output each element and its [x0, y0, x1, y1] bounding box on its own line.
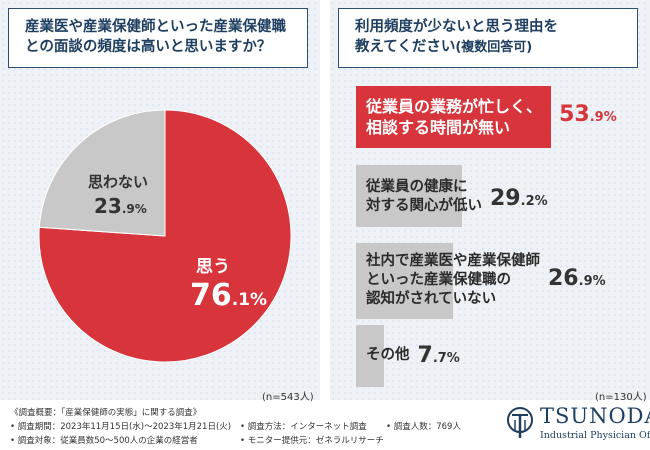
bar-question-note: (複数回答可)	[455, 40, 533, 55]
bar-question-box: 利用頻度が少ないと思う理由を 教えてください(複数回答可)	[338, 8, 638, 68]
bar-value-decimal: .2%	[520, 194, 548, 209]
pie-chart	[38, 109, 292, 363]
bar-value-decimal: .9%	[589, 110, 617, 125]
pie-value-agree: 76.1%	[190, 278, 267, 313]
bar-value-not-recognized: 26.9%	[548, 266, 606, 291]
pie-slice-agree	[38, 109, 292, 363]
bar-label-line: 相談する時間が無い	[366, 118, 511, 137]
pie-label-disagree: 思わない	[88, 173, 149, 191]
pie-value-decimal: .9%	[121, 202, 147, 216]
bar-value-decimal: .9%	[578, 274, 606, 289]
bar-label-busy: 従業員の業務が忙しく、 相談する時間が無い	[366, 96, 542, 138]
bar-label-not-recognized: 社内で産業医や産業保健師 といった産業保健職の 認知がされていない	[366, 252, 540, 309]
bar-label-line: 対する関心が低い	[366, 198, 482, 214]
pie-question-line-2: との面談の頻度は高いと思いますか？	[25, 39, 272, 55]
bar-value-busy: 53.9%	[559, 102, 617, 127]
pie-sample-size: (n=543人)	[262, 392, 314, 403]
bar-value-integer: 26	[548, 266, 579, 291]
survey-target: • 調査対象：従業員数50～500人の企業の経営者	[10, 436, 198, 446]
bar-label-line: 従業員の業務が忙しく、	[366, 97, 543, 116]
pie-value-integer: 23	[94, 194, 122, 218]
logo-name: TSUNODA	[540, 404, 650, 428]
survey-respondents: • 調査人数：769人	[386, 422, 461, 432]
tsunoda-logo-icon	[507, 407, 533, 438]
pie-slice-disagree	[38, 109, 166, 237]
logo-subtitle: Industrial Physician Office	[540, 430, 650, 441]
pie-label-agree: 思う	[196, 257, 230, 277]
bar-low-interest	[356, 165, 462, 227]
bar-value-integer: 53	[559, 102, 590, 127]
footer: 《調査概要：「産業保健師の実態」に関する調査》 • 調査期間：2023年11月1…	[0, 402, 650, 450]
bar-not-recognized	[356, 243, 454, 319]
bar-label-line: といった産業保健職の	[366, 272, 511, 288]
bar-busy	[356, 86, 552, 148]
bar-value-decimal: .7%	[432, 351, 460, 366]
bar-label-line: その他	[366, 347, 410, 363]
bar-label-other: その他	[366, 346, 410, 365]
bar-label-low-interest: 従業員の健康に 対する関心が低い	[366, 178, 482, 216]
pie-value-decimal: .1%	[231, 290, 268, 310]
bar-label-line: 従業員の健康に	[366, 179, 468, 195]
pie-question-box: 産業医や産業保健師といった産業保健職 との面談の頻度は高いと思いますか？	[8, 8, 308, 68]
bar-value-low-interest: 29.2%	[490, 186, 548, 211]
bar-question-line-1: 利用頻度が少ないと思う理由を	[355, 19, 558, 35]
bar-sample-size: (n=130人)	[595, 392, 647, 403]
bar-value-integer: 7	[417, 343, 433, 368]
bar-question-main: 教えてください	[355, 39, 456, 55]
bar-label-line: 認知がされていない	[366, 291, 497, 307]
survey-period: • 調査期間：2023年11月15日(水)～2023年1月21日(火)	[10, 422, 232, 432]
pie-value-disagree: 23.9%	[94, 194, 147, 218]
bar-value-integer: 29	[490, 186, 521, 211]
survey-title: 《調査概要：「産業保健師の実態」に関する調査》	[10, 408, 202, 418]
bar-label-line: 社内で産業医や産業保健師	[366, 253, 540, 269]
bar-question-line-2: 教えてください(複数回答可)	[355, 37, 627, 58]
survey-provider: • モニター提供元：ゼネラルリサーチ	[240, 436, 384, 446]
pie-value-integer: 76	[190, 278, 232, 313]
bar-other	[356, 325, 384, 387]
bar-value-other: 7.7%	[418, 343, 460, 368]
survey-method: • 調査方法：インターネット調査	[240, 422, 367, 432]
pie-question-line-1: 産業医や産業保健師といった産業保健職	[25, 19, 286, 35]
